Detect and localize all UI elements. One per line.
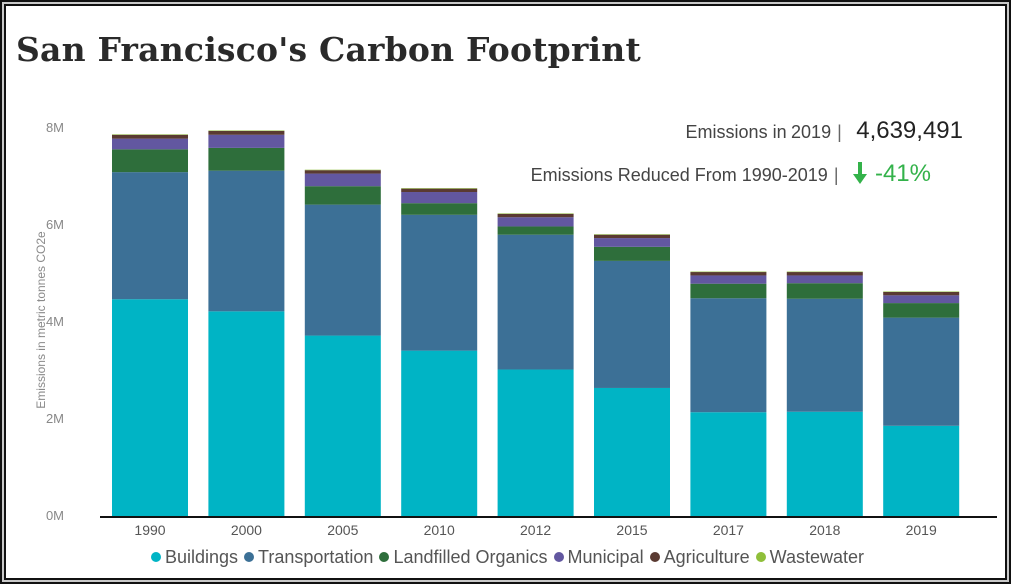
bar-segment-municipal[interactable] <box>401 192 478 204</box>
legend-dot-icon <box>379 552 390 562</box>
bar-segment-landfilled-organics[interactable] <box>497 226 574 235</box>
bar-segment-transportation[interactable] <box>304 204 381 336</box>
y-tick-label: 8M <box>46 120 64 135</box>
legend-dot-icon <box>151 552 161 562</box>
bar-segment-municipal[interactable] <box>786 275 863 284</box>
x-tick-label: 2015 <box>616 522 647 538</box>
bar-segment-landfilled-organics[interactable] <box>112 149 188 173</box>
legend-dot-icon <box>755 552 766 562</box>
bar-segment-municipal[interactable] <box>690 275 767 284</box>
bar-segment-municipal[interactable] <box>883 295 960 304</box>
bars-group <box>112 130 960 516</box>
legend-label: Wastewater <box>769 547 864 567</box>
bar-segment-landfilled-organics[interactable] <box>690 283 767 299</box>
y-tick-label: 4M <box>46 314 64 329</box>
bar-segment-buildings[interactable] <box>883 425 960 516</box>
bar-segment-municipal[interactable] <box>112 138 188 150</box>
bar-segment-agriculture[interactable] <box>883 291 960 296</box>
bar-segment-transportation[interactable] <box>883 317 960 426</box>
bar-segment-landfilled-organics[interactable] <box>883 303 960 318</box>
bar-segment-agriculture[interactable] <box>497 213 574 218</box>
legend-label: Agriculture <box>663 547 750 567</box>
bar-segment-buildings[interactable] <box>690 412 767 516</box>
kpi-reduction: Emissions Reduced From 1990-2019 | -41% <box>531 160 931 189</box>
bar-segment-municipal[interactable] <box>208 134 285 148</box>
bar-segment-transportation[interactable] <box>112 172 188 300</box>
kpi-separator: | <box>837 122 842 142</box>
legend-label: Municipal <box>567 547 644 567</box>
kpi-emissions-value: 4,639,491 <box>856 117 963 144</box>
bar-segment-agriculture[interactable] <box>594 234 670 239</box>
bar-segment-landfilled-organics[interactable] <box>786 283 863 299</box>
bar-segment-buildings[interactable] <box>208 311 285 516</box>
kpi-emissions-label: Emissions in <box>685 122 787 142</box>
y-tick-label: 6M <box>46 217 64 232</box>
bar-segment-agriculture[interactable] <box>112 134 188 139</box>
y-tick-label: 0M <box>46 508 64 523</box>
kpi-reduction-label: Emissions Reduced From 1990-2019 <box>530 165 828 185</box>
bar-segment-buildings[interactable] <box>401 350 478 516</box>
x-tick-label: 2019 <box>906 522 937 538</box>
legend-item[interactable]: Landfilled Organics <box>379 547 548 568</box>
bar-segment-agriculture[interactable] <box>208 130 285 135</box>
bar-segment-landfilled-organics[interactable] <box>304 186 381 205</box>
y-axis: 0M 2M 4M 6M 8M <box>46 120 64 523</box>
legend-label: Landfilled Organics <box>393 547 548 567</box>
x-tick-label: 2012 <box>520 522 551 538</box>
legend-dot-icon <box>244 552 255 562</box>
bar-segment-transportation[interactable] <box>690 298 767 413</box>
bar-segment-municipal[interactable] <box>304 173 381 187</box>
bar-segment-buildings[interactable] <box>497 369 574 516</box>
legend-dot-icon <box>649 552 660 562</box>
legend-item[interactable]: Buildings <box>151 547 238 568</box>
kpi-reduction-value: -41% <box>874 160 931 187</box>
bar-segment-buildings[interactable] <box>594 387 670 516</box>
x-tick-label: 2000 <box>231 522 262 538</box>
kpi-emissions-year: 2019 <box>791 122 832 142</box>
legend-label: Buildings <box>165 547 239 567</box>
bar-segment-buildings[interactable] <box>304 335 381 516</box>
bar-segment-municipal[interactable] <box>497 217 574 227</box>
page-title: San Francisco's Carbon Footprint <box>16 30 641 69</box>
legend-item[interactable]: Agriculture <box>649 547 750 568</box>
legend-dot-icon <box>553 552 564 562</box>
bar-segment-landfilled-organics[interactable] <box>401 203 478 215</box>
bar-segment-transportation[interactable] <box>786 298 863 412</box>
x-tick-label: 2017 <box>713 522 744 538</box>
x-tick-label: 2005 <box>327 522 358 538</box>
bar-segment-landfilled-organics[interactable] <box>208 147 285 171</box>
bar-segment-agriculture[interactable] <box>786 272 863 276</box>
bar-segment-transportation[interactable] <box>208 170 285 312</box>
bar-segment-buildings[interactable] <box>112 299 188 516</box>
y-tick-label: 2M <box>46 411 64 426</box>
bar-segment-agriculture[interactable] <box>690 272 767 276</box>
x-tick-label: 2018 <box>809 522 840 538</box>
bar-segment-transportation[interactable] <box>401 214 478 351</box>
legend-item[interactable]: Wastewater <box>755 547 864 568</box>
legend-label: Transportation <box>258 547 374 567</box>
bar-segment-buildings[interactable] <box>786 411 863 516</box>
legend-item[interactable]: Transportation <box>244 547 373 568</box>
legend-item[interactable]: Municipal <box>553 547 644 568</box>
bar-segment-transportation[interactable] <box>594 260 670 388</box>
x-tick-label: 1990 <box>134 522 165 538</box>
legend: Buildings Transportation Landfilled Organi… <box>0 547 1015 568</box>
kpi-emissions: Emissions in 2019 | 4,639,491 <box>686 117 963 145</box>
x-tick-label: 2010 <box>424 522 455 538</box>
bar-segment-transportation[interactable] <box>497 234 574 370</box>
bar-segment-municipal[interactable] <box>594 238 670 247</box>
x-axis: 1990 2000 2005 2010 2012 2015 2017 2018 2019 <box>134 522 937 538</box>
kpi-separator: | <box>833 165 839 185</box>
bar-segment-landfilled-organics[interactable] <box>594 246 670 261</box>
bar-segment-agriculture[interactable] <box>401 188 478 193</box>
bar-segment-agriculture[interactable] <box>304 170 381 174</box>
arrow-down-icon <box>852 162 867 189</box>
